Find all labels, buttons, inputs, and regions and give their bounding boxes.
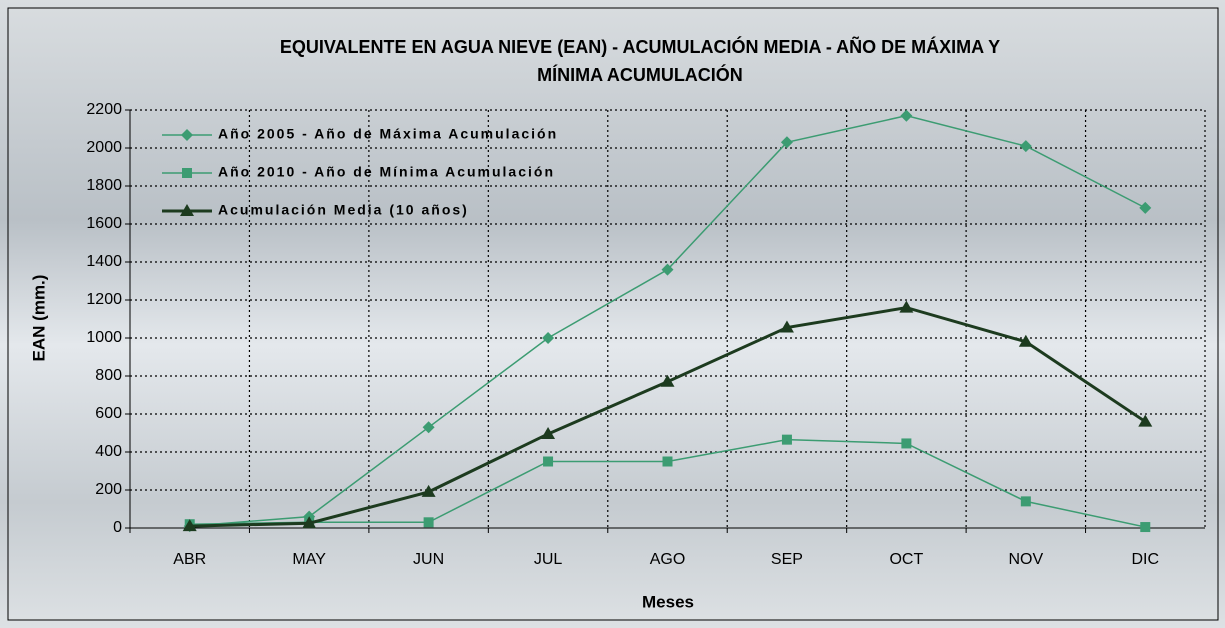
data-point xyxy=(780,136,793,149)
legend-marker xyxy=(182,168,192,178)
y-tick-label: 2000 xyxy=(86,139,122,156)
data-point xyxy=(1019,140,1032,153)
data-point xyxy=(421,484,436,497)
chart-title: MÍNIMA ACUMULACIÓN xyxy=(537,64,743,85)
y-tick-label: 1600 xyxy=(86,215,122,232)
y-tick-label: 1400 xyxy=(86,253,122,270)
x-tick-label: AGO xyxy=(650,551,686,568)
data-point xyxy=(542,332,555,344)
data-point xyxy=(422,421,435,434)
y-tick-label: 800 xyxy=(95,367,122,384)
legend-label: Año 2010 - Año de Mínima Acumulación xyxy=(218,164,555,180)
data-point xyxy=(781,434,792,445)
x-tick-label: MAY xyxy=(292,551,326,568)
data-point xyxy=(1138,414,1153,427)
chart-title: EQUIVALENTE EN AGUA NIEVE (EAN) - ACUMUL… xyxy=(280,36,1000,57)
x-tick-label: DIC xyxy=(1131,551,1159,568)
legend-label: Año 2005 - Año de Máxima Acumulación xyxy=(218,126,558,142)
data-point xyxy=(543,456,554,467)
y-axis-label: EAN (mm.) xyxy=(29,275,48,362)
legend-label: Acumulación Media (10 años) xyxy=(218,202,469,218)
y-tick-label: 0 xyxy=(113,519,122,536)
x-tick-label: ABR xyxy=(173,551,206,568)
data-point xyxy=(1140,522,1151,533)
data-point xyxy=(1020,496,1031,507)
x-tick-label: SEP xyxy=(771,551,803,568)
data-point xyxy=(900,109,913,122)
y-tick-label: 200 xyxy=(95,481,122,498)
frame xyxy=(7,7,1219,621)
legend-marker xyxy=(181,129,193,141)
data-point xyxy=(661,263,674,276)
data-point xyxy=(899,300,914,313)
data-point xyxy=(901,438,912,449)
y-tick-label: 600 xyxy=(95,405,122,422)
data-point xyxy=(660,374,675,387)
y-tick-label: 400 xyxy=(95,443,122,460)
data-point xyxy=(1018,334,1033,347)
legend-marker xyxy=(180,204,194,216)
data-point xyxy=(662,456,673,467)
x-tick-label: JUN xyxy=(413,551,444,568)
data-point xyxy=(779,320,794,333)
data-point xyxy=(182,519,197,532)
x-axis-label: Meses xyxy=(642,592,694,611)
data-point xyxy=(1139,201,1152,214)
y-tick-label: 2200 xyxy=(86,101,122,118)
data-point xyxy=(541,426,556,439)
y-tick-label: 1200 xyxy=(86,291,122,308)
y-tick-label: 1800 xyxy=(86,177,122,194)
x-tick-label: OCT xyxy=(889,551,923,568)
x-tick-label: JUL xyxy=(534,551,563,568)
data-point xyxy=(302,516,317,529)
data-point xyxy=(423,517,434,528)
y-tick-label: 1000 xyxy=(86,329,122,346)
x-tick-label: NOV xyxy=(1008,551,1043,568)
